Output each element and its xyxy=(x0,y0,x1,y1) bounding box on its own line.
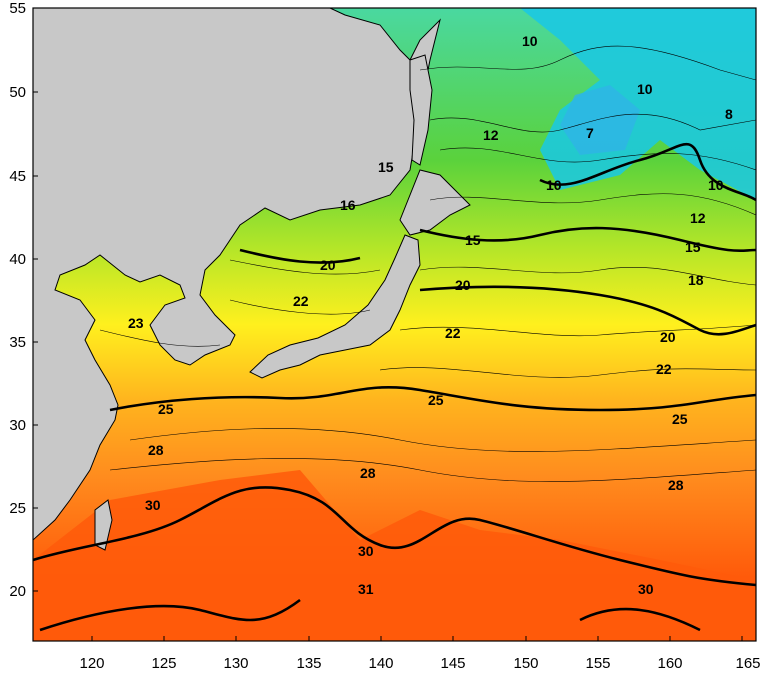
warm-water-region xyxy=(33,470,756,641)
isotherm-30 xyxy=(33,486,756,587)
y-axis: 55 50 45 40 35 30 25 20 xyxy=(9,0,38,600)
contour-label: 20 xyxy=(660,329,676,345)
contour-label: 10 xyxy=(522,33,538,49)
x-tick-label: 140 xyxy=(368,655,393,672)
contour-label: 30 xyxy=(145,497,161,513)
minor-contours xyxy=(99,45,756,482)
contour-label: 20 xyxy=(320,257,336,273)
taiwan xyxy=(94,499,113,551)
y-tick-label: 55 xyxy=(9,0,26,17)
contour-label: 20 xyxy=(455,277,471,293)
sakhalin xyxy=(409,54,433,166)
contour-label: 22 xyxy=(293,293,309,309)
contour-label: 30 xyxy=(358,543,374,559)
contour-labels: 10 10 8 7 12 10 10 15 16 12 15 15 20 20 … xyxy=(128,33,733,597)
isotherm-30-south xyxy=(39,598,701,632)
x-tick-marks xyxy=(91,636,743,641)
x-tick-label: 160 xyxy=(657,655,682,672)
y-tick-marks xyxy=(33,7,38,592)
contour-label: 23 xyxy=(128,315,144,331)
contour-label: 25 xyxy=(428,392,444,408)
major-isotherms xyxy=(33,142,756,632)
y-tick-label: 25 xyxy=(9,500,26,517)
isotherm-10 xyxy=(539,142,756,202)
x-tick-label: 135 xyxy=(296,655,321,672)
contour-label: 18 xyxy=(688,272,704,288)
x-tick-label: 120 xyxy=(79,655,104,672)
isotherm-20 xyxy=(239,248,756,336)
contour-label: 15 xyxy=(465,232,481,248)
contour-label: 28 xyxy=(668,477,684,493)
isotherm-25 xyxy=(109,386,756,412)
contour-label: 28 xyxy=(148,442,164,458)
x-tick-label: 165 xyxy=(735,655,760,672)
contour-label: 22 xyxy=(445,325,461,341)
x-tick-label: 155 xyxy=(585,655,610,672)
contour-label: 12 xyxy=(483,127,499,143)
x-tick-label: 130 xyxy=(223,655,248,672)
x-tick-label: 125 xyxy=(151,655,176,672)
y-tick-label: 30 xyxy=(9,417,26,434)
contour-label: 25 xyxy=(158,401,174,417)
x-tick-label: 145 xyxy=(440,655,465,672)
contour-label: 28 xyxy=(360,465,376,481)
plot-area xyxy=(33,8,756,641)
y-tick-label: 50 xyxy=(9,84,26,101)
y-tick-label: 45 xyxy=(9,168,26,185)
contour-label: 15 xyxy=(378,159,394,175)
contour-label: 8 xyxy=(725,106,733,122)
contour-label: 15 xyxy=(685,239,701,255)
japan-honshu xyxy=(249,234,421,379)
x-tick-label: 150 xyxy=(513,655,538,672)
contour-label: 30 xyxy=(638,581,654,597)
contour-label: 10 xyxy=(546,177,562,193)
y-tick-label: 40 xyxy=(9,251,26,268)
japan-hokkaido xyxy=(399,169,471,236)
contour-label: 7 xyxy=(586,125,594,141)
y-tick-label: 35 xyxy=(9,334,26,351)
contour-label: 25 xyxy=(672,411,688,427)
contour-label: 10 xyxy=(637,81,653,97)
contour-label: 16 xyxy=(340,197,356,213)
x-axis: 120 125 130 135 140 145 150 155 160 165 xyxy=(79,636,761,672)
contour-label: 12 xyxy=(690,210,706,226)
contour-label: 22 xyxy=(656,361,672,377)
cold-core-region xyxy=(560,85,640,155)
y-tick-label: 20 xyxy=(9,583,26,600)
isotherm-15 xyxy=(419,226,756,253)
contour-label: 10 xyxy=(708,177,724,193)
plot-border xyxy=(32,7,757,642)
contour-label: 31 xyxy=(358,581,374,597)
